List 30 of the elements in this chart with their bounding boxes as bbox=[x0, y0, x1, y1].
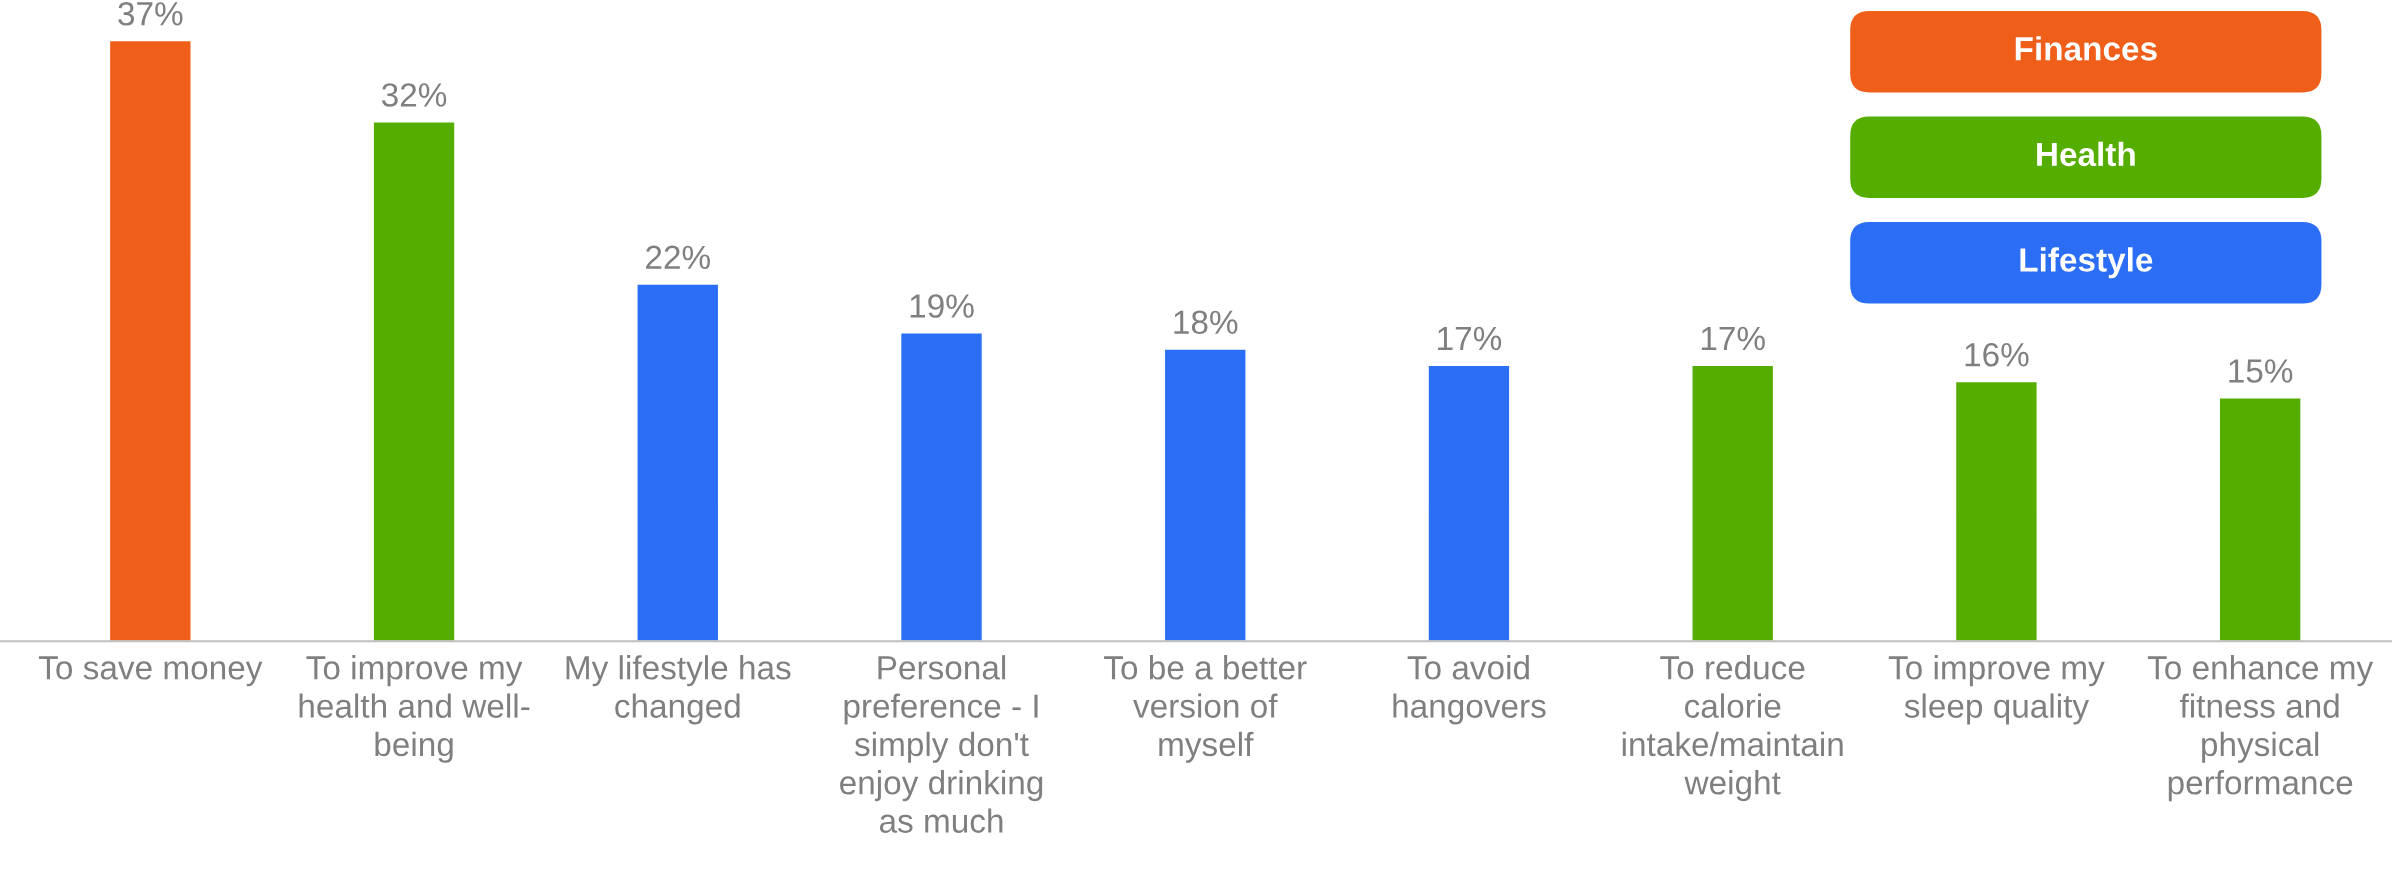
text: Lifestyle bbox=[2020, 247, 2153, 279]
bar bbox=[1691, 364, 1775, 642]
bar bbox=[2218, 397, 2302, 642]
data-label: 32% bbox=[381, 83, 447, 107]
x-tick-label: To save money bbox=[39, 656, 263, 687]
x-tick-label: To be a better version of myself bbox=[1104, 655, 1307, 763]
x-tick-label: To improve my sleep quality bbox=[1888, 655, 2105, 725]
data-label: 17% bbox=[1438, 326, 1502, 351]
x-tick-label: My lifestyle has changed bbox=[566, 655, 791, 725]
bar bbox=[1163, 348, 1247, 642]
x-tick-label: To avoid hangovers bbox=[1393, 655, 1546, 725]
text: Health bbox=[2037, 141, 2135, 167]
bar bbox=[1427, 364, 1511, 642]
bar bbox=[1954, 380, 2038, 642]
data-label: 19% bbox=[910, 294, 974, 318]
bar bbox=[899, 332, 984, 642]
x-tick-label: To reduce calorie intake/maintain weight bbox=[1622, 655, 1843, 802]
bar bbox=[108, 39, 192, 642]
data-label: 16% bbox=[1965, 342, 2029, 367]
data-label: 18% bbox=[1174, 310, 1238, 335]
x-tick-label: Personal preference - I simply don't enjoy drinking as much bbox=[840, 655, 1043, 833]
text: Finances bbox=[2015, 36, 2157, 61]
data-label: 17% bbox=[1701, 326, 1765, 351]
x-tick-label: To improve my health and well- being bbox=[299, 655, 530, 763]
data-label: 37% bbox=[118, 2, 183, 26]
data-label: 22% bbox=[646, 245, 710, 270]
bar bbox=[372, 121, 456, 642]
data-label: 15% bbox=[2229, 359, 2293, 383]
x-tick-label: To enhance my fitness and physical performance bbox=[2147, 655, 2374, 802]
bar bbox=[636, 283, 720, 642]
